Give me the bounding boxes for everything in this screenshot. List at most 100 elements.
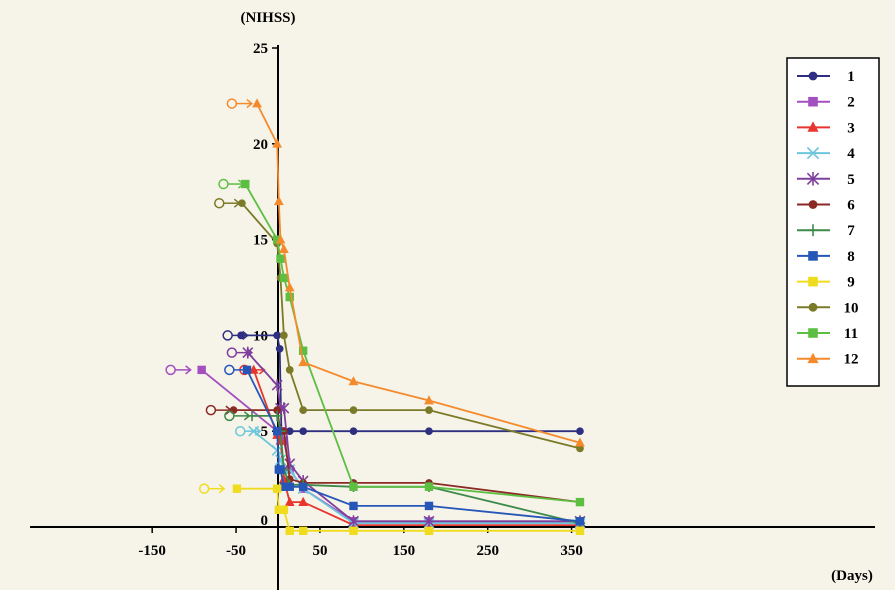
legend-box <box>786 57 880 387</box>
series-layer <box>165 98 586 536</box>
data-point <box>275 344 284 353</box>
data-point <box>278 243 289 254</box>
data-point <box>425 406 433 414</box>
start-arrow-head <box>238 179 245 189</box>
data-point <box>298 346 308 355</box>
legend-swatch-marker <box>808 200 818 209</box>
series-12 <box>226 98 585 447</box>
data-point <box>299 427 308 436</box>
start-circle <box>235 425 246 437</box>
legend-item-12: 12 <box>797 352 859 368</box>
y-tick-label: 15 <box>253 233 268 249</box>
start-arrow-icon <box>222 330 249 341</box>
data-point <box>299 406 308 414</box>
start-arrow-icon <box>235 425 262 437</box>
y-tick-label: 25 <box>253 41 268 57</box>
start-arrow-icon <box>214 197 241 209</box>
x-tick-label: 350 <box>560 543 583 559</box>
data-point <box>232 484 242 493</box>
start-arrow-icon <box>226 98 254 109</box>
start-circle <box>205 404 217 416</box>
data-point <box>298 496 309 506</box>
data-point <box>273 406 282 414</box>
series-8 <box>224 364 585 526</box>
legend-swatch-marker <box>808 251 818 261</box>
legend-swatch-marker <box>806 172 820 186</box>
data-point <box>272 484 282 493</box>
data-point <box>284 282 295 292</box>
y-tick-label: 10 <box>253 328 268 344</box>
start-arrow-head <box>218 484 226 494</box>
data-point <box>285 482 294 491</box>
legend-label: 8 <box>847 249 855 265</box>
legend-item-2: 2 <box>797 95 855 111</box>
start-circle <box>224 364 235 376</box>
legend-swatch-marker <box>808 96 818 107</box>
data-point <box>349 406 358 414</box>
data-point <box>575 497 585 507</box>
data-point <box>241 179 250 189</box>
series-line <box>241 202 581 450</box>
start-arrow-head <box>246 98 254 109</box>
y-tick-label: 5 <box>261 424 269 440</box>
start-circle <box>218 178 229 190</box>
start-arrow-icon <box>218 178 245 190</box>
data-point <box>272 138 283 148</box>
marker-stroke <box>275 454 286 466</box>
data-point <box>273 196 284 206</box>
start-arrow-head <box>242 330 249 340</box>
legend-item-8: 8 <box>797 249 855 265</box>
legend-label: 3 <box>847 120 855 136</box>
start-arrow-icon <box>224 364 251 376</box>
start-arrow-head <box>243 365 251 375</box>
legend-swatch-marker <box>808 328 818 338</box>
data-point <box>298 526 308 536</box>
axes: -150 -50 50 150 250 3500510152025(NIHSS)(Days… <box>30 10 875 590</box>
legend-item-6: 6 <box>797 198 855 214</box>
series-3 <box>239 364 585 529</box>
start-circle <box>165 364 176 376</box>
data-point <box>575 437 585 447</box>
data-point <box>271 379 283 392</box>
data-point <box>425 427 433 436</box>
data-point <box>275 234 286 244</box>
legend-swatch-marker <box>808 302 818 312</box>
series-line <box>256 103 581 444</box>
legend-label: 12 <box>844 352 859 368</box>
legend-item-7: 7 <box>797 223 855 239</box>
data-point <box>349 501 358 511</box>
legend-label: 4 <box>847 146 855 162</box>
legend-label: 5 <box>847 172 855 188</box>
legend-label: 10 <box>844 300 859 316</box>
start-circle <box>226 347 238 358</box>
data-point <box>424 501 434 511</box>
data-point <box>279 273 289 283</box>
data-point <box>280 331 288 340</box>
legend-label: 11 <box>844 326 858 342</box>
start-circle <box>214 197 225 209</box>
data-point <box>424 482 434 491</box>
start-arrow-icon <box>226 347 254 358</box>
legend-item-9: 9 <box>797 275 855 291</box>
data-point <box>576 427 584 436</box>
y-tick-label: 0 <box>261 513 269 529</box>
legend-swatch-marker <box>807 121 819 132</box>
series-2 <box>165 364 585 526</box>
data-point <box>285 366 294 374</box>
data-point <box>285 292 294 302</box>
marker-stroke <box>806 146 820 160</box>
data-point <box>423 515 435 528</box>
x-tick-label: -50 <box>226 543 246 559</box>
x-tick-label: 250 <box>476 543 499 559</box>
start-circle <box>226 98 238 109</box>
series-9 <box>198 483 585 536</box>
data-point <box>276 254 285 263</box>
series-line <box>244 183 581 503</box>
y-tick-label: 20 <box>253 137 268 153</box>
data-point <box>279 482 289 491</box>
legend-item-11: 11 <box>797 326 858 342</box>
data-point <box>424 395 434 405</box>
legend-item-10: 10 <box>797 300 859 316</box>
